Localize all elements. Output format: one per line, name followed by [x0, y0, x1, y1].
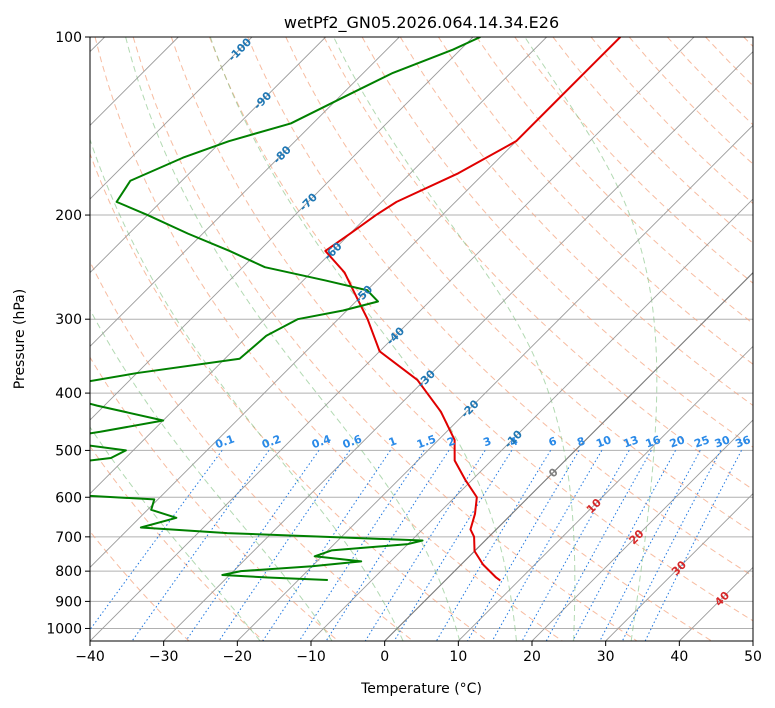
- isotherm-line: [90, 37, 695, 641]
- y-tick-label: 300: [55, 312, 82, 328]
- x-axis: −40 −30 −20 −10 0 10 20 30 40 50: [75, 641, 762, 665]
- mixing-ratio-label: 4: [508, 434, 520, 449]
- mixing-ratio-line: [572, 450, 676, 641]
- mixing-ratio-label: 10: [594, 433, 613, 451]
- x-tick-label: 30: [597, 649, 615, 665]
- y-tick-label: 100: [55, 30, 82, 46]
- mixing-ratio-label: 30: [713, 433, 732, 451]
- mixing-ratio-line: [621, 450, 722, 641]
- mixing-ratio-label: 16: [644, 433, 663, 451]
- mixing-ratio-line: [599, 450, 701, 641]
- mixing-ratio-line: [185, 450, 320, 641]
- mixing-ratio-label: 13: [622, 433, 641, 450]
- mixing-ratio-label: 0.1: [213, 432, 236, 451]
- moist-adiabat: [333, 37, 576, 641]
- x-tick-label: −10: [296, 649, 326, 665]
- mixing-ratio-label: 36: [734, 433, 753, 451]
- mixing-ratio-line: [90, 450, 223, 631]
- dry-adiabat: [438, 37, 753, 365]
- isotherm-line: [90, 37, 400, 347]
- pressure-gridlines: [90, 37, 753, 629]
- moist-adiabat: [90, 426, 261, 641]
- x-tick-label: 0: [380, 649, 389, 665]
- dewpoint-profile: [90, 37, 481, 581]
- dry-adiabat: [132, 37, 638, 641]
- dry-adiabat: [170, 37, 712, 641]
- dry-adiabat: [209, 37, 753, 622]
- isotherm-line: [90, 37, 547, 495]
- dry-adiabat: [90, 445, 264, 641]
- y-axis: 100 200 300 400 500 600 700 800 900 1000: [46, 30, 90, 637]
- mixing-ratio-line: [131, 450, 270, 641]
- moist-adiabat: [125, 37, 461, 641]
- sounding-profiles: [90, 37, 622, 582]
- y-tick-label: 600: [55, 490, 82, 506]
- x-tick-label: −30: [149, 649, 179, 665]
- y-axis-label: Pressure (hPa): [12, 289, 28, 389]
- x-tick-label: 40: [670, 649, 688, 665]
- mixing-ratio-label: 0.6: [341, 432, 364, 451]
- y-tick-label: 500: [55, 443, 82, 459]
- moist-adiabat: [90, 137, 404, 641]
- x-tick-label: 50: [744, 649, 762, 665]
- x-tick-label: 20: [523, 649, 541, 665]
- isotherm-line: [163, 51, 753, 641]
- y-tick-label: 700: [55, 530, 82, 546]
- mixing-ratio-line: [491, 450, 603, 641]
- dry-adiabat: [94, 37, 563, 641]
- mixing-ratio-label: 6: [547, 434, 559, 449]
- moist-adiabat: [90, 308, 333, 641]
- y-tick-label: 1000: [46, 621, 82, 637]
- isotherm-line: [458, 345, 753, 641]
- y-tick-label: 800: [55, 564, 82, 580]
- plot-frame: [89, 36, 754, 642]
- zero-isotherm-line: [384, 271, 753, 641]
- mixing-ratio-label: 8: [575, 434, 587, 449]
- isotherm-line: [237, 124, 753, 641]
- dry-adiabat: [90, 152, 488, 641]
- zero-isotherm: [384, 271, 753, 641]
- x-tick-label: 10: [449, 649, 467, 665]
- mixing-ratio-line: [262, 450, 391, 641]
- dry-adiabat: [476, 37, 753, 325]
- moist-adiabat: [524, 37, 658, 641]
- mixing-ratio-label: 1: [387, 434, 399, 449]
- mixing-ratio-line: [218, 450, 351, 641]
- y-tick-label: 200: [55, 208, 82, 224]
- mixing-ratio-line: [644, 450, 742, 641]
- isotherm-line: [90, 37, 253, 200]
- isotherm-line: [90, 37, 474, 421]
- mixing-ratio-label: 2: [445, 434, 457, 449]
- mixing-ratio-label: 0.4: [310, 432, 333, 451]
- moist-adiabat: [209, 37, 517, 641]
- y-tick-label: 900: [55, 594, 82, 610]
- mixing-ratio-label: 20: [668, 433, 687, 451]
- mixing-ratio-label: 0.2: [260, 432, 283, 451]
- moist-adiabats: [90, 37, 658, 641]
- chart-title: wetPf2_GN05.2026.064.14.34.E26: [284, 13, 559, 33]
- mixing-ratio-lines: [90, 450, 742, 641]
- mixing-ratio-label: 3: [481, 434, 493, 449]
- mixing-ratio-label: 25: [692, 433, 711, 450]
- x-tick-label: −40: [75, 649, 105, 665]
- isotherm-line: [605, 493, 753, 641]
- dry-adiabat: [247, 37, 753, 577]
- dry-adiabat: [323, 37, 753, 491]
- mixing-ratio-line: [364, 450, 486, 641]
- x-tick-label: −20: [223, 649, 253, 665]
- mixing-ratio-label: 1.5: [415, 432, 438, 451]
- y-tick-label: 400: [55, 386, 82, 402]
- x-axis-label: Temperature (°C): [360, 681, 482, 697]
- isotherm-line: [90, 37, 326, 274]
- temperature-profile: [324, 37, 622, 582]
- isotherm-line: [531, 419, 753, 641]
- mixing-ratio-line: [545, 450, 652, 641]
